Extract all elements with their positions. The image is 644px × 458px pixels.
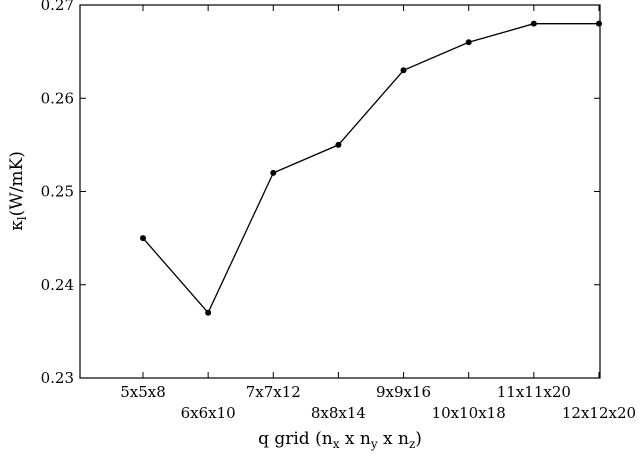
x-tick-label: 11x11x20: [497, 383, 571, 401]
series-group: [140, 20, 602, 316]
x-tick-label: 6x6x10: [181, 404, 236, 422]
data-point: [465, 39, 472, 46]
y-tick-label: 0.26: [41, 89, 74, 107]
y-axis-label: κl(W/mK): [7, 151, 29, 231]
data-point: [335, 141, 342, 148]
series-line: [142, 23, 599, 314]
data-point: [140, 235, 146, 242]
y-tick-label: 0.24: [41, 276, 74, 294]
data-point: [400, 67, 407, 74]
x-tick-label: 10x10x18: [432, 404, 506, 422]
data-point: [530, 20, 537, 27]
x-tick-label: 5x5x8: [120, 383, 166, 401]
x-tick-label: 7x7x12: [246, 383, 301, 401]
data-point: [205, 309, 212, 316]
x-tick-label: 9x9x16: [376, 383, 431, 401]
y-tick-label: 0.27: [41, 0, 74, 14]
data-point: [270, 169, 277, 176]
plot-frame: [79, 4, 601, 379]
y-axis: 0.23 0.24 0.25 0.26 0.27: [41, 0, 600, 387]
y-tick-label: 0.25: [41, 183, 74, 201]
x-tick-label: 8x8x14: [311, 404, 366, 422]
x-axis-label: q grid (nx x ny x nz): [258, 429, 422, 451]
y-tick-label: 0.23: [41, 369, 74, 387]
x-tick-label: 12x12x20: [562, 404, 636, 422]
data-point: [595, 20, 602, 27]
